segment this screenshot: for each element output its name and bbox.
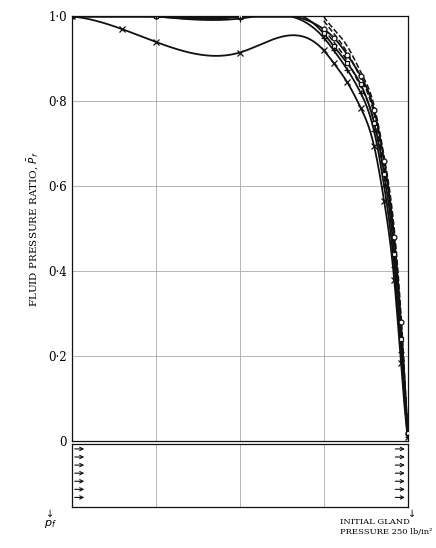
Text: $p_f$: $p_f$ [44, 518, 57, 530]
Y-axis label: FLUID PRESSURE RATIO, $\bar{P}_f$: FLUID PRESSURE RATIO, $\bar{P}_f$ [26, 151, 41, 307]
Text: ↓: ↓ [408, 509, 416, 518]
Text: ↓: ↓ [46, 509, 54, 518]
Text: INITIAL GLAND
PRESSURE 250 lb/in²: INITIAL GLAND PRESSURE 250 lb/in² [340, 518, 433, 535]
